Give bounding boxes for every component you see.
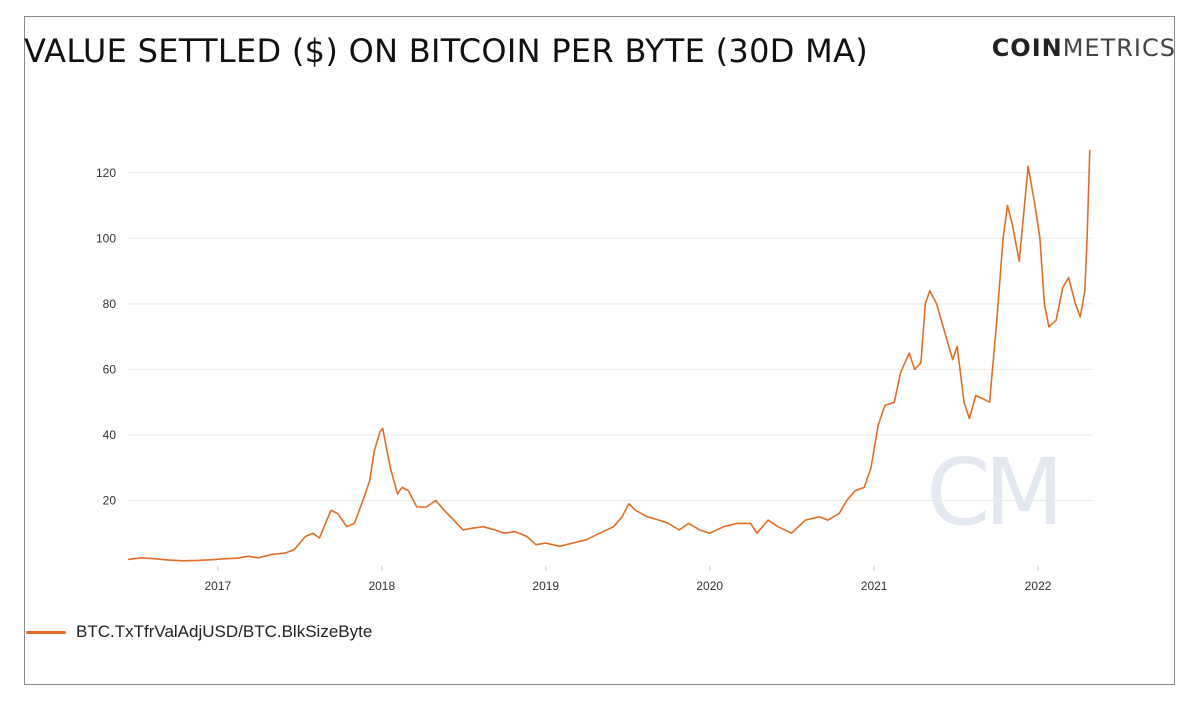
y-tick-label: 100 <box>96 231 116 245</box>
series-line <box>127 149 1091 562</box>
legend-swatch <box>26 630 66 634</box>
legend[interactable]: BTC.TxTfrValAdjUSD/BTC.BlkSizeByte <box>26 622 372 642</box>
x-tick-label: 2021 <box>861 579 888 593</box>
y-tick-label: 80 <box>103 297 117 311</box>
grid-layer <box>128 172 1092 501</box>
x-tick-label: 2018 <box>368 579 395 593</box>
y-tick-label: 20 <box>103 493 117 507</box>
y-tick-label: 40 <box>103 428 117 442</box>
y-axis: 20 40 60 80 100 120 <box>96 166 116 508</box>
x-tick-label: 2019 <box>532 579 559 593</box>
x-tick-label: 2020 <box>696 579 723 593</box>
y-tick-label: 60 <box>103 362 117 376</box>
brand-logo-light: METRICS <box>1062 34 1176 62</box>
watermark: CM <box>926 439 1058 546</box>
y-tick-label: 120 <box>96 166 116 180</box>
legend-label: BTC.TxTfrValAdjUSD/BTC.BlkSizeByte <box>76 622 373 641</box>
chart-title: VALUE SETTLED ($) ON BITCOIN PER BYTE (3… <box>24 32 869 70</box>
brand-logo: COINMETRICS <box>992 34 1176 62</box>
x-axis: 2017 2018 2019 2020 2021 2022 <box>204 566 1052 593</box>
x-tick-label: 2022 <box>1025 579 1052 593</box>
brand-logo-bold: COIN <box>991 34 1063 62</box>
series-layer <box>127 149 1091 562</box>
chart-frame <box>24 16 1175 685</box>
x-tick-label: 2017 <box>204 579 231 593</box>
